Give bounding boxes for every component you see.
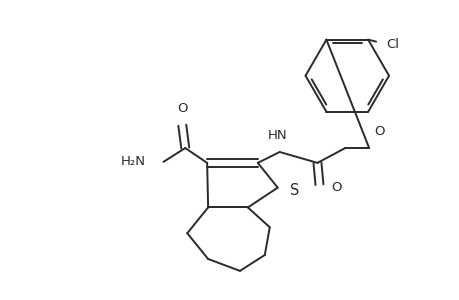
Text: Cl: Cl: [385, 38, 398, 51]
Text: O: O: [330, 181, 341, 194]
Text: O: O: [373, 125, 384, 138]
Text: S: S: [289, 183, 298, 198]
Text: O: O: [177, 102, 187, 115]
Text: HN: HN: [267, 129, 287, 142]
Text: H₂N: H₂N: [120, 155, 145, 168]
